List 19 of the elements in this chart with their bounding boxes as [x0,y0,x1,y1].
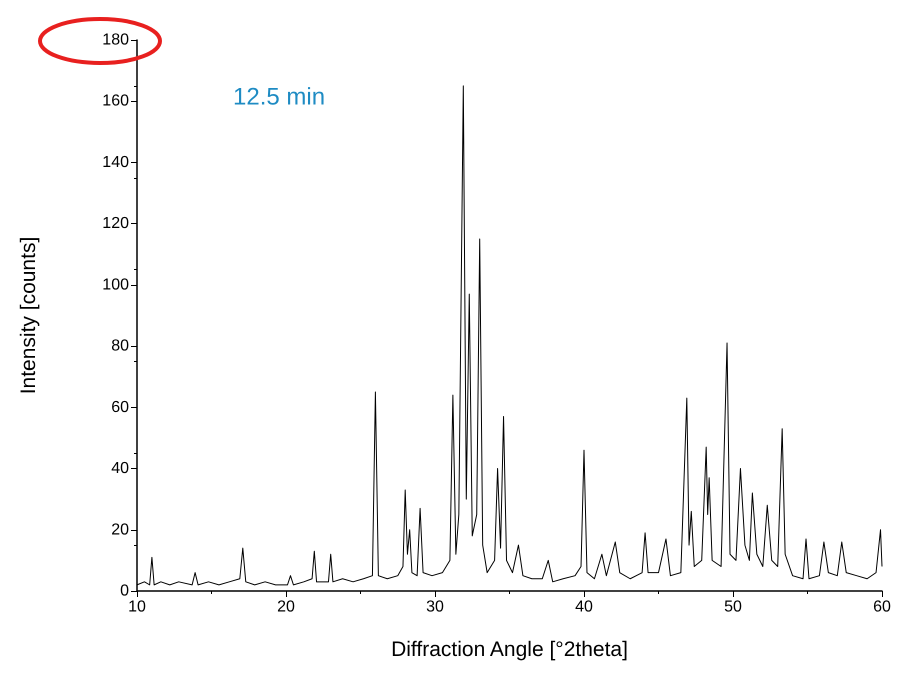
y-tick-label: 0 [120,582,130,600]
y-tick-label: 160 [102,92,130,110]
y-axis-title: Intensity [counts] [17,236,40,394]
y-tick-label: 180 [102,32,130,48]
x-tick-label: 30 [426,598,444,616]
x-axis-title: Diffraction Angle [°2theta] [391,638,628,661]
y-tick-label: 60 [111,398,130,416]
x-tick-label: 60 [873,598,891,616]
x-tick-label: 40 [575,598,593,616]
y-tick-label: 40 [111,460,130,478]
annotation: 12.5 min [233,84,326,110]
y-tick-label: 80 [111,338,130,355]
x-tick-label: 10 [128,598,146,616]
y-tick-label: 140 [102,154,130,171]
y-tick-label: 120 [102,215,130,232]
y-tick-label: 20 [111,521,130,538]
y-tick-label: 100 [102,276,130,294]
x-tick-label: 50 [724,598,742,616]
x-tick-label: 20 [277,598,295,616]
